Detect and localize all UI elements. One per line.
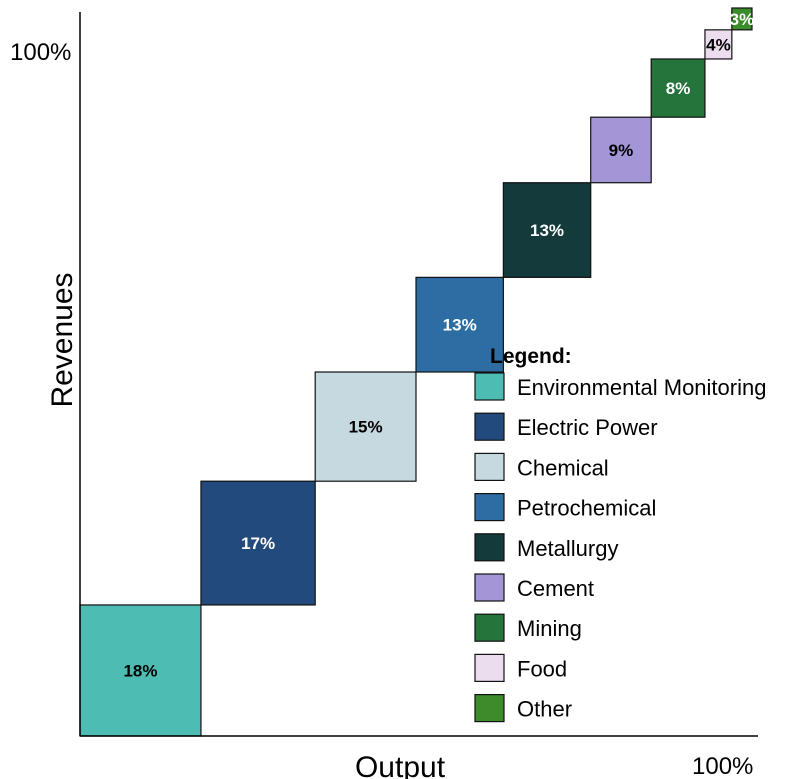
share-block-7 (650, 58, 706, 118)
share-block-8 (704, 29, 733, 60)
legend-swatch-6 (474, 573, 505, 602)
share-block-4 (415, 276, 504, 373)
legend-label-3: Chemical (517, 455, 609, 480)
legend-swatch-8 (474, 653, 505, 683)
value-label-2: 17% (241, 534, 275, 553)
share-blocks: 18% 17% 15% 13% 13% 9% 8% 4% 3% (79, 7, 755, 737)
legend-label-2: Electric Power (517, 415, 658, 440)
share-block-2 (200, 480, 316, 606)
value-label-7: 8% (666, 79, 691, 98)
legend-title: Legend: (490, 345, 572, 368)
legend-label-6: Cement (517, 576, 594, 601)
value-label-5: 13% (530, 221, 564, 240)
x-axis-title: Output (355, 751, 446, 779)
share-block-6 (590, 116, 652, 184)
share-block-9 (731, 7, 753, 31)
value-label-4: 13% (443, 316, 477, 335)
value-label-9: 3% (730, 10, 755, 29)
legend-swatch-7 (474, 613, 505, 642)
legend-swatch-1 (474, 372, 505, 401)
x-axis-end-label: 100% (692, 753, 753, 779)
legend-swatch-5 (474, 533, 505, 562)
legend-label-4: Petrochemical (517, 496, 656, 521)
value-label-8: 4% (706, 35, 731, 54)
y-axis-end-label: 100% (10, 39, 71, 66)
legend-swatch-4 (474, 493, 505, 522)
legend-swatch-9 (474, 693, 505, 723)
value-label-3: 15% (349, 418, 383, 437)
value-label-6: 9% (609, 141, 634, 160)
legend-swatch-2 (474, 412, 505, 441)
share-block-1 (79, 604, 202, 737)
share-block-3 (314, 371, 417, 482)
value-label-1: 18% (123, 661, 157, 680)
legend-label-5: Metallurgy (517, 536, 618, 561)
legend-label-1: Environmental Monitoring (517, 375, 766, 400)
y-axis-title: Revenues (46, 272, 79, 407)
legend-label-9: Other (517, 697, 572, 722)
legend-label-8: Food (517, 656, 567, 681)
legend-swatch-3 (474, 452, 505, 481)
share-block-5 (502, 182, 592, 278)
legend: Legend: Environmental Monitoring Electric… (474, 345, 766, 723)
legend-label-7: Mining (517, 616, 582, 641)
